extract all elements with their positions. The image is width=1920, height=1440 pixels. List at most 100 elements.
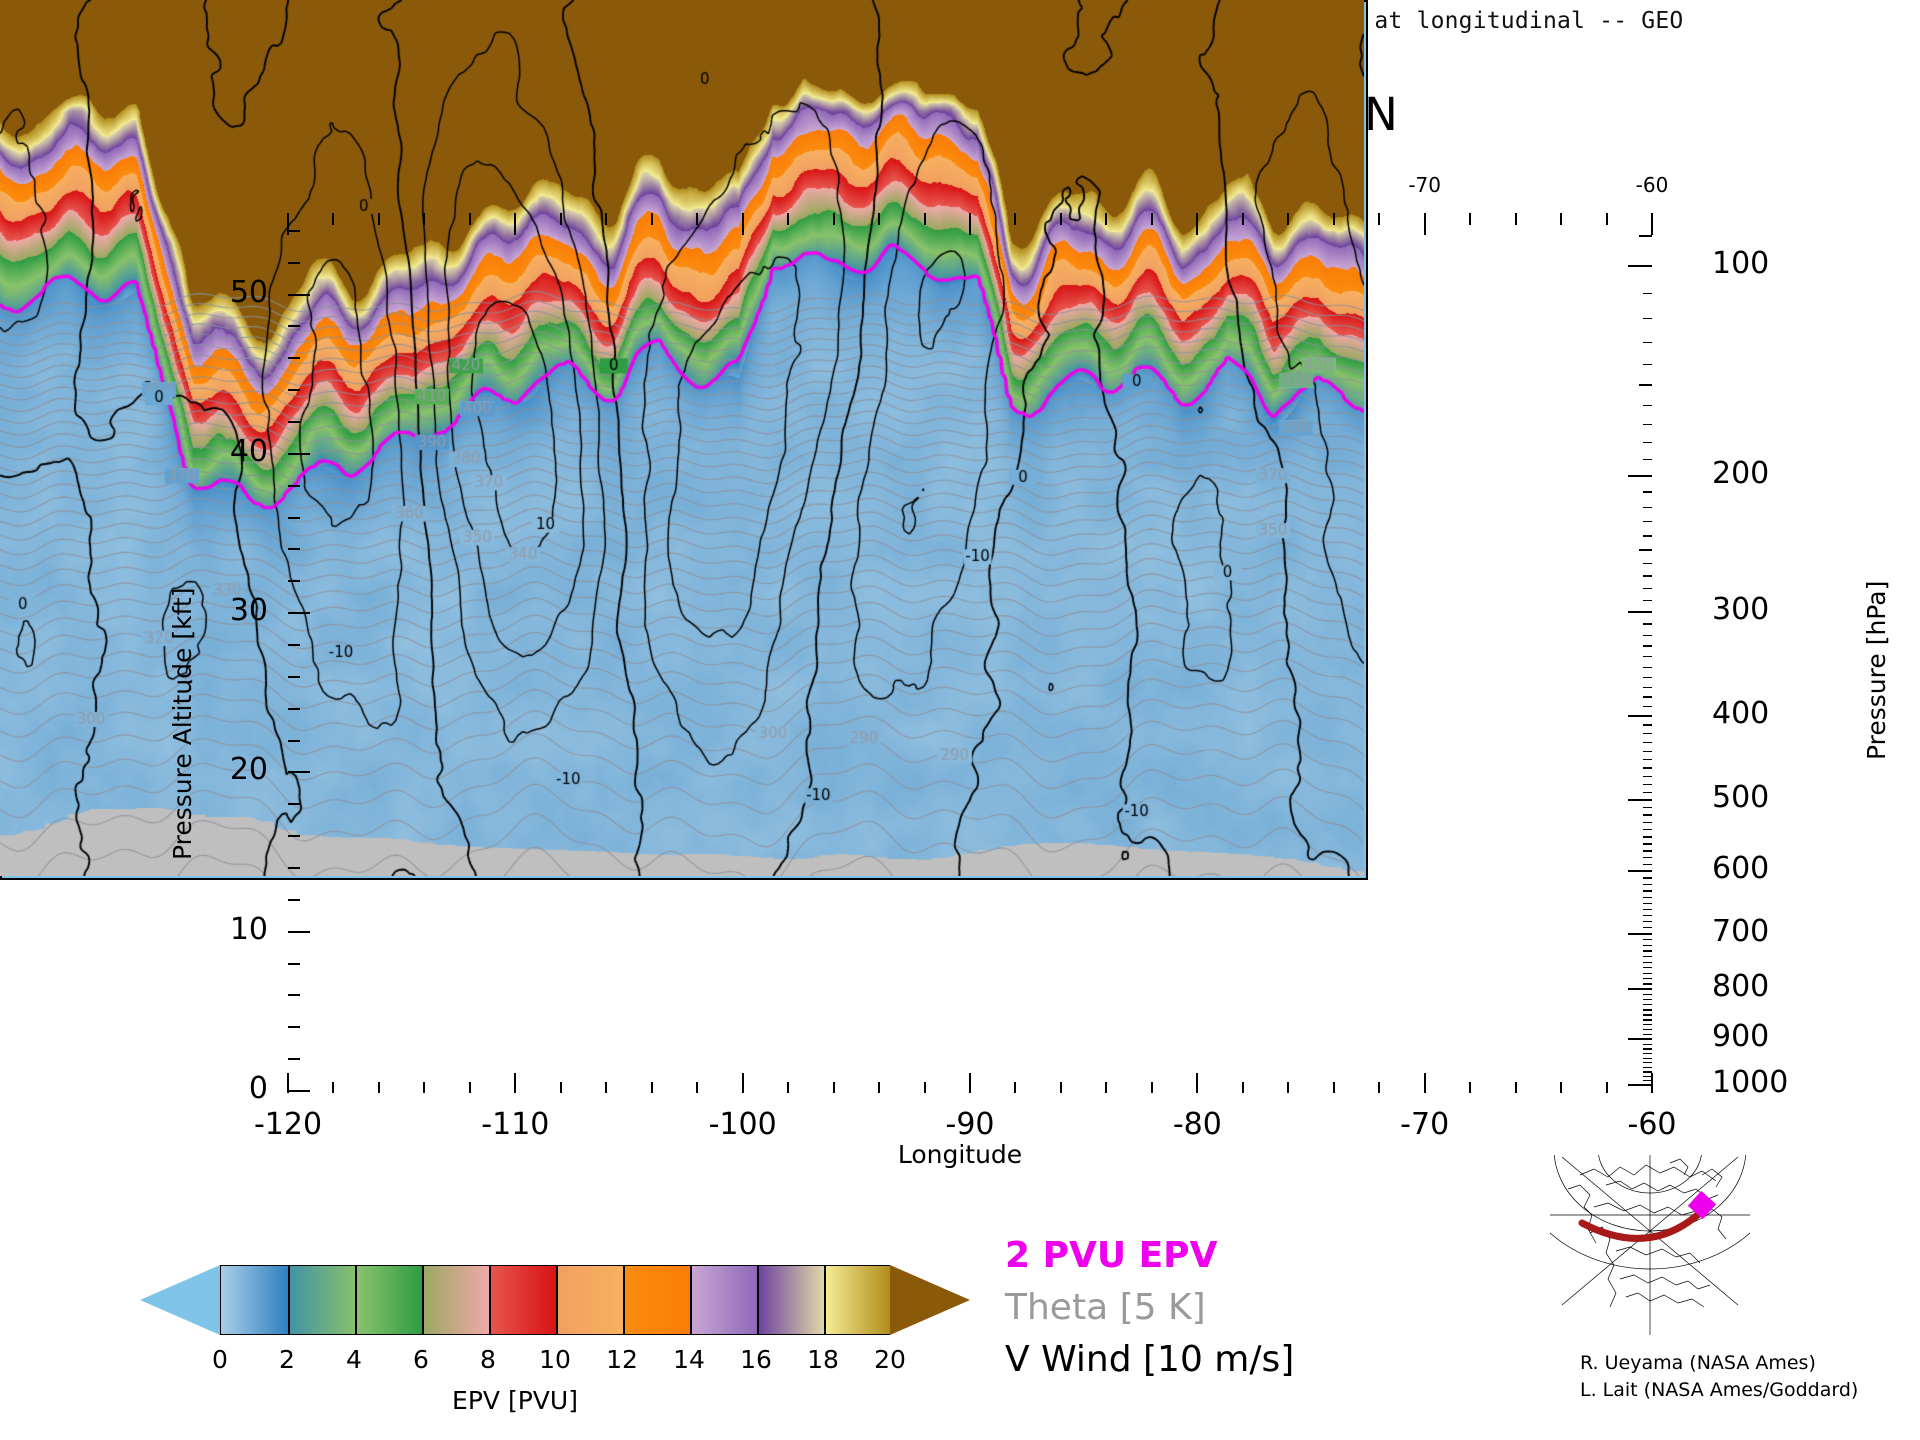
x-tick-mark [1059,1082,1062,1093]
x-tick-mark-top [969,213,971,235]
colorbar-divider [355,1266,357,1334]
colorbar-tick-4: 4 [346,1345,362,1374]
y-tick-mark-right-minor [1643,864,1652,866]
y-tick-mark-right [1628,1038,1652,1041]
y-tick-mark-right-minor [1643,927,1652,929]
x-tick-mark-top [559,213,562,225]
polar-locator-map [1509,1028,1791,1335]
x-tick-mark-top [832,213,835,225]
y-tick-mark-right-minor [1643,857,1652,859]
y-tick-mark-right-minor [1643,890,1652,892]
y-tick-mark-left [288,229,300,232]
y-left-tick-10: 10 [229,911,268,947]
y-tick-mark-right [1628,870,1652,873]
y-right-tick-300: 300 [1712,592,1770,628]
y-tick-mark-right-minor [1643,999,1652,1001]
y-tick-mark-right-minor [1643,441,1652,443]
colorbar-tick-20: 20 [874,1345,906,1374]
x-tick-top--60: -60 [1635,173,1669,197]
y-tick-mark-right-minor [1643,1084,1652,1086]
y-tick-mark-right-minor [1643,715,1652,717]
x-tick-mark-top [1150,213,1153,225]
x-axis-title: Longitude [897,1140,1023,1169]
y-tick-mark-right-minor [1643,1057,1652,1059]
colorbar-segment-18-20 [824,1266,891,1334]
x-tick-mark [741,1073,744,1093]
y-tick-mark-right-minor [1643,491,1652,493]
colorbar-segment-6-8 [422,1266,489,1334]
cross-section-plot[interactable] [0,0,1368,880]
y-axis-right-title: Pressure [hPa] [1862,580,1891,760]
y-right-tick-100: 100 [1712,245,1770,281]
y-tick-mark-right-minor [1643,870,1652,872]
y-tick-mark-right-minor [1643,1019,1652,1021]
y-tick-mark-left [288,293,310,296]
x-tick-mark [468,1082,471,1093]
colorbar-under-arrow [140,1265,220,1335]
y-tick-mark-right-minor [1643,676,1652,678]
x-tick-mark [1241,1082,1244,1093]
x-tick-mark-top [423,213,426,225]
x-tick-mark-top [650,213,653,225]
y-tick-mark-right-minor [1643,978,1652,980]
y-tick-mark-right-minor [1643,993,1652,996]
colorbar-tick-2: 2 [279,1345,295,1374]
colorbar-tick-8: 8 [480,1345,496,1374]
y-tick-mark-right-minor [1643,938,1652,941]
x-tick-mark [1423,1073,1426,1093]
y-tick-mark-right-minor [1643,988,1652,990]
y-tick-mark-right-minor [1643,587,1652,590]
y-tick-mark-right-minor [1643,611,1652,614]
y-tick-mark-right-minor [1643,759,1652,761]
y-tick-mark-right-minor [1643,1014,1652,1016]
credit-line-1: R. Ueyama (NASA Ames) [1580,1352,1816,1374]
y-tick-mark-right-minor [1643,775,1652,777]
x-tick-mark-top [1014,213,1017,225]
colorbar-segment-4-6 [355,1266,422,1334]
x-tick-mark [1332,1082,1335,1093]
colorbar-segment-8-10 [489,1266,556,1334]
x-tick-mark [1514,1082,1517,1093]
y-tick-mark-left [288,898,300,901]
y-tick-mark-right-minor [1643,961,1652,963]
y-tick-mark-left [288,612,310,615]
colorbar-tick-labels: 0 2 4 6 8 10 12 14 16 18 20 [100,1345,930,1379]
x-tick-mark [832,1082,835,1093]
y-tick-mark-right-minor [1643,265,1652,267]
y-tick-mark-right-minor [1643,1071,1652,1073]
y-tick-mark-right-minor [1643,733,1652,735]
y-tick-mark-left [288,739,300,742]
y-tick-mark-right-minor [1643,972,1652,974]
x-tick-mark [287,1073,289,1093]
y-tick-mark-right-minor [1643,384,1652,387]
y-tick-mark-right-minor [1643,634,1652,636]
x-tick-mark-top [1196,213,1199,235]
x-tick-mark-top [1332,213,1335,225]
x-tick-mark [1378,1082,1381,1093]
y-tick-mark-left [288,962,300,965]
y-tick-mark-right-minor [1643,600,1652,602]
y-tick-mark-right-minor [1643,235,1652,237]
track-end-marker [1687,1190,1717,1220]
x-tick-mark-top [1560,213,1563,225]
x-tick-mark [1605,1082,1608,1093]
y-right-tick-600: 600 [1712,851,1770,887]
x-tick-mark-top [332,213,335,225]
y-tick-mark-right-minor [1643,1075,1652,1078]
x-tick-mark [423,1082,426,1093]
y-left-tick-20: 20 [229,752,268,788]
colorbar-divider [489,1266,491,1334]
y-tick-mark-right-minor [1643,915,1652,917]
y-right-tick-800: 800 [1712,969,1770,1005]
y-tick-mark-right-minor [1643,1034,1652,1036]
y-tick-mark-right-minor [1643,705,1652,708]
y-tick-mark-right-minor [1643,850,1652,852]
y-axis-left-title: Pressure Altitude [kft] [168,587,197,861]
x-tick-mark-top [878,213,881,225]
y-tick-mark-left [288,516,300,519]
cross-section-track [1578,1207,1706,1242]
colorbar-divider [824,1266,826,1334]
y-tick-mark-left [288,1058,300,1061]
x-tick-bottom--110: -110 [481,1107,550,1142]
y-tick-mark-left [288,357,300,360]
